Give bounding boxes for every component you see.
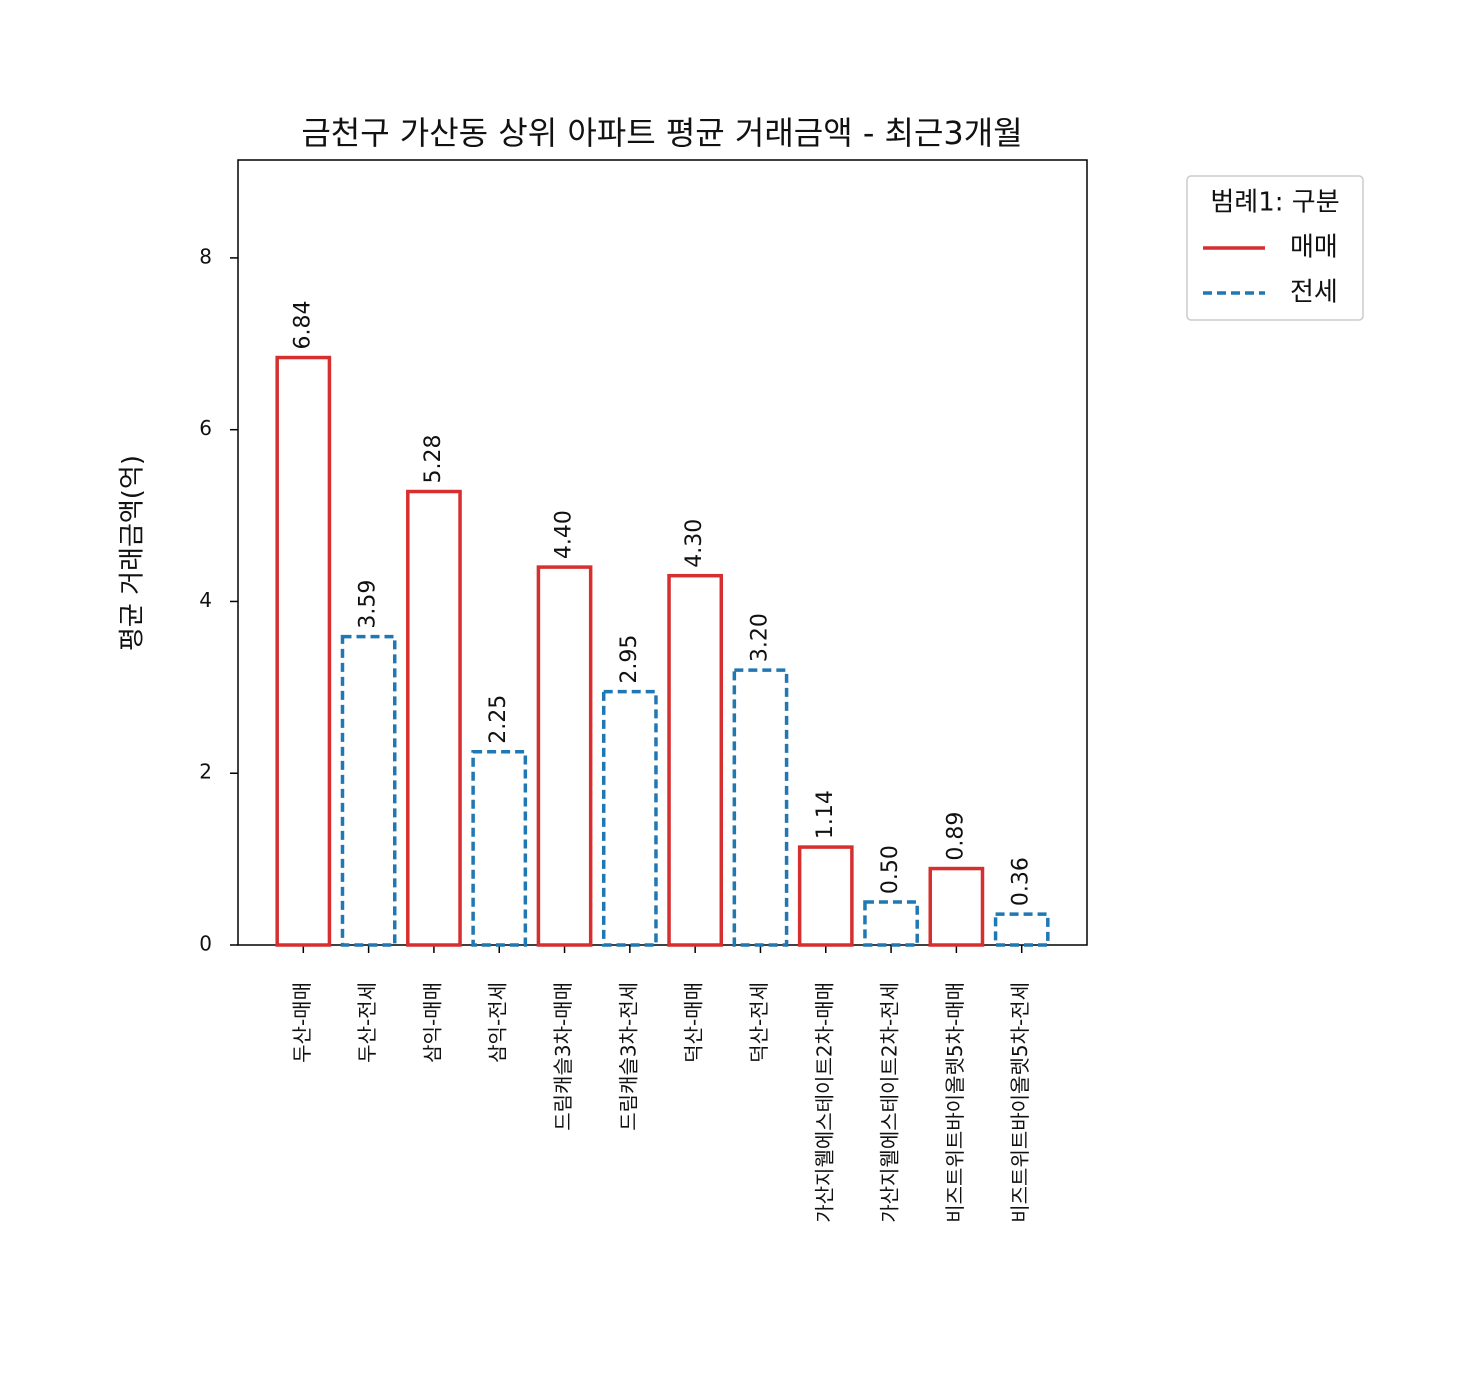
- bar: [797, 845, 854, 947]
- legend-label: 전세: [1290, 278, 1338, 308]
- bar: [601, 689, 658, 947]
- x-tick-label: 가산지웰에스테이트2차-매매: [812, 982, 836, 1223]
- legend-title: 범례1: 구분: [1210, 188, 1339, 218]
- y-tick-label: 8: [199, 244, 212, 268]
- x-tick-label: 비즈트위트바이올렛5차-전세: [1008, 982, 1032, 1223]
- y-tick-label: 0: [199, 932, 212, 956]
- bar: [536, 565, 593, 947]
- plot-frame: [237, 159, 1088, 946]
- value-label: 2.25: [486, 695, 511, 744]
- value-label: 0.50: [878, 845, 903, 894]
- value-label: 3.59: [356, 580, 381, 629]
- x-tick-label: 덕산-전세: [747, 982, 771, 1063]
- value-label: 2.95: [617, 635, 642, 684]
- bar: [993, 912, 1050, 947]
- value-label: 4.40: [552, 510, 577, 559]
- value-label: 3.20: [747, 613, 772, 662]
- x-tick-label: 드림캐슬3차-매매: [551, 982, 575, 1131]
- x-tick-label: 가산지웰에스테이트2차-전세: [878, 982, 902, 1223]
- legend-box: [1186, 175, 1364, 321]
- bar: [667, 573, 724, 947]
- value-label: 0.89: [943, 812, 968, 861]
- legend-label: 매매: [1290, 233, 1338, 263]
- value-label: 1.14: [813, 790, 838, 839]
- value-label: 5.28: [421, 435, 446, 484]
- bar: [863, 900, 919, 947]
- bar: [406, 489, 462, 947]
- x-tick-label: 삼익-매매: [420, 982, 444, 1063]
- bar: [275, 355, 332, 947]
- chart-title: 금천구 가산동 상위 아파트 평균 거래금액 - 최근3개월: [301, 114, 1022, 152]
- x-tick-label: 삼익-전세: [486, 982, 510, 1063]
- bar: [928, 866, 985, 947]
- bar: [340, 634, 397, 947]
- x-tick-label: 비즈트위트바이올렛5차-매매: [943, 982, 967, 1223]
- x-tick-label: 두산-전세: [355, 982, 379, 1063]
- x-tick-label: 두산-매매: [290, 982, 314, 1063]
- value-label: 6.84: [290, 301, 315, 350]
- value-label: 4.30: [682, 519, 707, 568]
- y-tick-label: 6: [199, 416, 212, 440]
- y-tick-label: 2: [199, 760, 212, 784]
- y-axis-label: 평균 거래금액(억): [118, 455, 148, 651]
- x-tick-label: 드림캐슬3차-전세: [616, 982, 640, 1131]
- value-label: 0.36: [1009, 857, 1034, 906]
- bar: [732, 668, 789, 947]
- bar: [471, 750, 528, 947]
- y-tick-label: 4: [199, 588, 212, 612]
- x-tick-label: 덕산-매매: [682, 982, 706, 1063]
